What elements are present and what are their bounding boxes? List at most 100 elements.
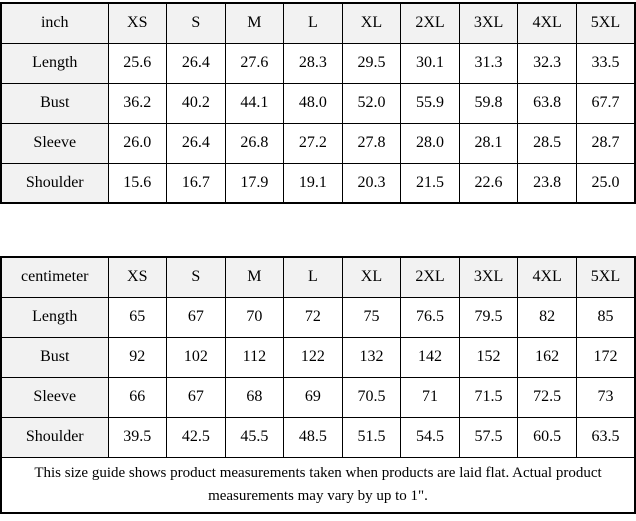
measurement-cell: 55.9: [400, 82, 460, 124]
size-header-4xl: 4XL: [517, 256, 577, 298]
measurement-cell: 54.5: [400, 416, 460, 458]
measurement-row: Sleeve 26.0 26.4 26.8 27.2 27.8 28.0 28.1 28.5 28…: [0, 122, 636, 164]
measurement-cell: 92: [107, 336, 168, 378]
measurement-cell: 31.3: [458, 42, 519, 84]
measurement-cell: 28.5: [517, 122, 577, 164]
size-header-xl: XL: [341, 256, 402, 298]
measurement-cell: 60.5: [517, 416, 577, 458]
measurement-row: Bust 36.2 40.2 44.1 48.0 52.0 55.9 59.8 63.8 67.7: [0, 82, 636, 124]
size-header-4xl: 4XL: [517, 2, 577, 44]
measurement-cell: 76.5: [400, 296, 460, 338]
row-label-sleeve: Sleeve: [0, 122, 109, 164]
measurement-cell: 72.5: [517, 376, 577, 418]
measurement-cell: 57.5: [458, 416, 519, 458]
measurement-cell: 21.5: [400, 162, 460, 204]
row-label-length: Length: [0, 42, 109, 84]
measurement-cell: 102: [166, 336, 226, 378]
measurement-cell: 27.2: [283, 122, 343, 164]
size-header-m: M: [224, 256, 285, 298]
measurement-row: Bust 92 102 112 122 132 142 152 162 172: [0, 336, 636, 378]
measurement-cell: 112: [224, 336, 285, 378]
measurement-row: Length 65 67 70 72 75 76.5 79.5 82 85: [0, 296, 636, 338]
measurement-cell: 70: [224, 296, 285, 338]
measurement-cell: 132: [341, 336, 402, 378]
size-table-inch: inch XS S M L XL 2XL 3XL 4XL 5XL Length 25.6 26.4 27.…: [0, 2, 636, 204]
measurement-cell: 68: [224, 376, 285, 418]
measurement-cell: 59.8: [458, 82, 519, 124]
measurement-cell: 45.5: [224, 416, 285, 458]
size-header-2xl: 2XL: [400, 2, 460, 44]
size-header-s: S: [166, 2, 226, 44]
size-header-xs: XS: [107, 256, 168, 298]
size-header-2xl: 2XL: [400, 256, 460, 298]
measurement-cell: 172: [575, 336, 636, 378]
measurement-cell: 152: [458, 336, 519, 378]
measurement-cell: 15.6: [107, 162, 168, 204]
measurement-cell: 39.5: [107, 416, 168, 458]
unit-label: inch: [0, 2, 109, 44]
measurement-cell: 67.7: [575, 82, 636, 124]
measurement-cell: 70.5: [341, 376, 402, 418]
size-table-centimeter: centimeter XS S M L XL 2XL 3XL 4XL 5XL Length 65 67 7…: [0, 256, 636, 514]
measurement-cell: 85: [575, 296, 636, 338]
measurement-cell: 73: [575, 376, 636, 418]
size-header-xs: XS: [107, 2, 168, 44]
measurement-row: Shoulder 39.5 42.5 45.5 48.5 51.5 54.5 57.5 60.5…: [0, 416, 636, 458]
measurement-cell: 67: [166, 296, 226, 338]
measurement-cell: 79.5: [458, 296, 519, 338]
measurement-cell: 28.1: [458, 122, 519, 164]
measurement-cell: 19.1: [283, 162, 343, 204]
measurement-cell: 26.4: [166, 42, 226, 84]
size-header-3xl: 3XL: [458, 256, 519, 298]
measurement-cell: 44.1: [224, 82, 285, 124]
measurement-cell: 69: [283, 376, 343, 418]
measurement-cell: 33.5: [575, 42, 636, 84]
row-label-shoulder: Shoulder: [0, 416, 109, 458]
size-header-xl: XL: [341, 2, 402, 44]
measurement-cell: 48.0: [283, 82, 343, 124]
measurement-cell: 52.0: [341, 82, 402, 124]
table-gap: [0, 204, 636, 256]
row-label-sleeve: Sleeve: [0, 376, 109, 418]
unit-label: centimeter: [0, 256, 109, 298]
measurement-cell: 27.6: [224, 42, 285, 84]
measurement-cell: 36.2: [107, 82, 168, 124]
measurement-cell: 32.3: [517, 42, 577, 84]
row-label-bust: Bust: [0, 82, 109, 124]
measurement-cell: 67: [166, 376, 226, 418]
measurement-cell: 40.2: [166, 82, 226, 124]
measurement-cell: 29.5: [341, 42, 402, 84]
measurement-cell: 82: [517, 296, 577, 338]
measurement-cell: 26.4: [166, 122, 226, 164]
size-header-m: M: [224, 2, 285, 44]
measurement-cell: 17.9: [224, 162, 285, 204]
measurement-row: Shoulder 15.6 16.7 17.9 19.1 20.3 21.5 22.6 23.8…: [0, 162, 636, 204]
measurement-cell: 22.6: [458, 162, 519, 204]
measurement-cell: 23.8: [517, 162, 577, 204]
measurement-cell: 63.5: [575, 416, 636, 458]
measurement-cell: 142: [400, 336, 460, 378]
measurement-cell: 75: [341, 296, 402, 338]
size-guide-note: This size guide shows product measuremen…: [0, 456, 636, 514]
measurement-cell: 48.5: [283, 416, 343, 458]
measurement-cell: 28.7: [575, 122, 636, 164]
measurement-cell: 71.5: [458, 376, 519, 418]
measurement-cell: 25.6: [107, 42, 168, 84]
size-header-row: centimeter XS S M L XL 2XL 3XL 4XL 5XL: [0, 256, 636, 298]
size-header-5xl: 5XL: [575, 2, 636, 44]
measurement-cell: 16.7: [166, 162, 226, 204]
measurement-cell: 26.0: [107, 122, 168, 164]
measurement-cell: 27.8: [341, 122, 402, 164]
measurement-row: Length 25.6 26.4 27.6 28.3 29.5 30.1 31.3 32.3 33…: [0, 42, 636, 84]
measurement-cell: 20.3: [341, 162, 402, 204]
size-header-row: inch XS S M L XL 2XL 3XL 4XL 5XL: [0, 2, 636, 44]
size-header-s: S: [166, 256, 226, 298]
measurement-cell: 28.3: [283, 42, 343, 84]
size-header-3xl: 3XL: [458, 2, 519, 44]
size-header-5xl: 5XL: [575, 256, 636, 298]
measurement-cell: 28.0: [400, 122, 460, 164]
row-label-shoulder: Shoulder: [0, 162, 109, 204]
measurement-cell: 25.0: [575, 162, 636, 204]
footer-note-row: This size guide shows product measuremen…: [0, 456, 636, 514]
